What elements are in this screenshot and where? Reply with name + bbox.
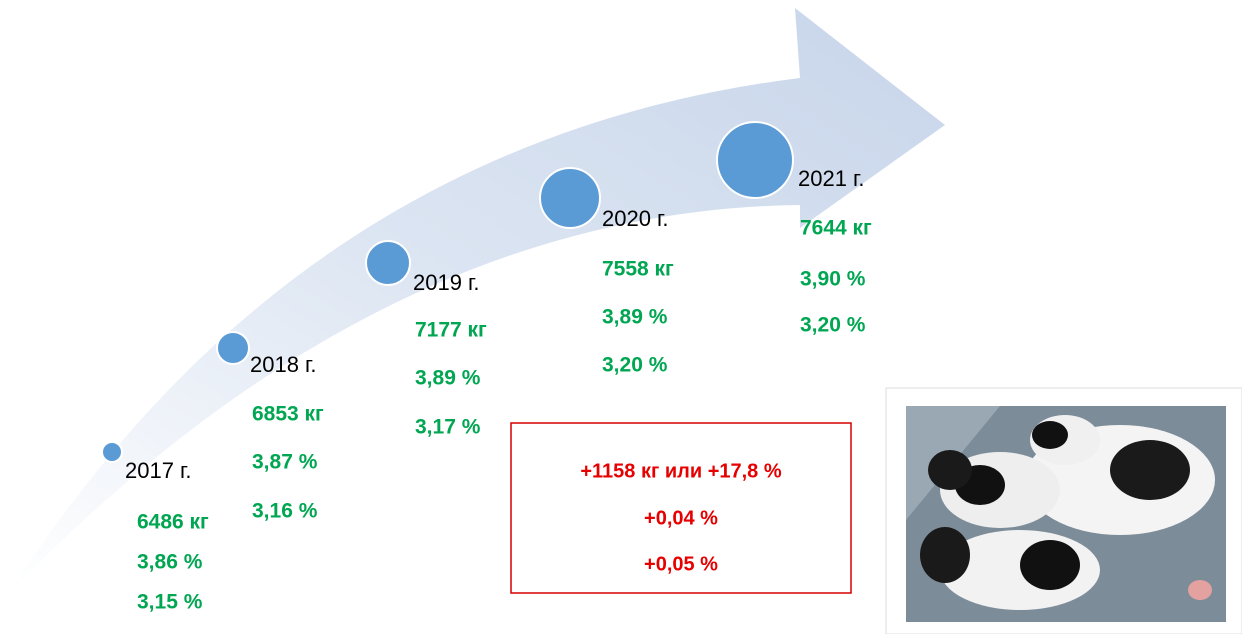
protein-value: 3,20 %: [602, 354, 668, 377]
summary-box: [510, 422, 852, 594]
fat-value: 3,87 %: [252, 451, 318, 474]
milk-value: 6486 кг: [137, 511, 209, 534]
summary-line: +0,05 %: [644, 553, 718, 575]
milk-value: 7644 кг: [800, 217, 872, 240]
year-label: 2019 г.: [413, 270, 480, 295]
protein-value: 3,17 %: [415, 416, 481, 439]
fat-value: 3,90 %: [800, 268, 866, 291]
protein-value: 3,16 %: [252, 500, 318, 523]
fat-value: 3,89 %: [415, 367, 481, 390]
milestone-dot: [365, 240, 411, 286]
growth-arrow: [10, 8, 945, 592]
year-label: 2020 г.: [602, 206, 669, 231]
milk-value: 7558 кг: [602, 258, 674, 281]
milestone-dot: [716, 121, 794, 199]
protein-value: 3,15 %: [137, 591, 203, 614]
protein-value: 3,20 %: [800, 314, 866, 337]
summary-line: +0,04 %: [644, 507, 718, 529]
milestone-dot: [101, 441, 123, 463]
milestone-dot: [539, 167, 601, 229]
fat-value: 3,89 %: [602, 306, 668, 329]
year-label: 2017 г.: [125, 458, 192, 483]
year-label: 2018 г.: [250, 352, 317, 377]
milestone-dot: [216, 331, 250, 365]
year-label: 2021 г.: [798, 166, 865, 191]
photo: [885, 387, 1242, 634]
summary-line: +1158 кг или +17,8 %: [580, 460, 782, 482]
fat-value: 3,86 %: [137, 551, 203, 574]
milk-value: 7177 кг: [415, 319, 487, 342]
milk-value: 6853 кг: [252, 403, 324, 426]
